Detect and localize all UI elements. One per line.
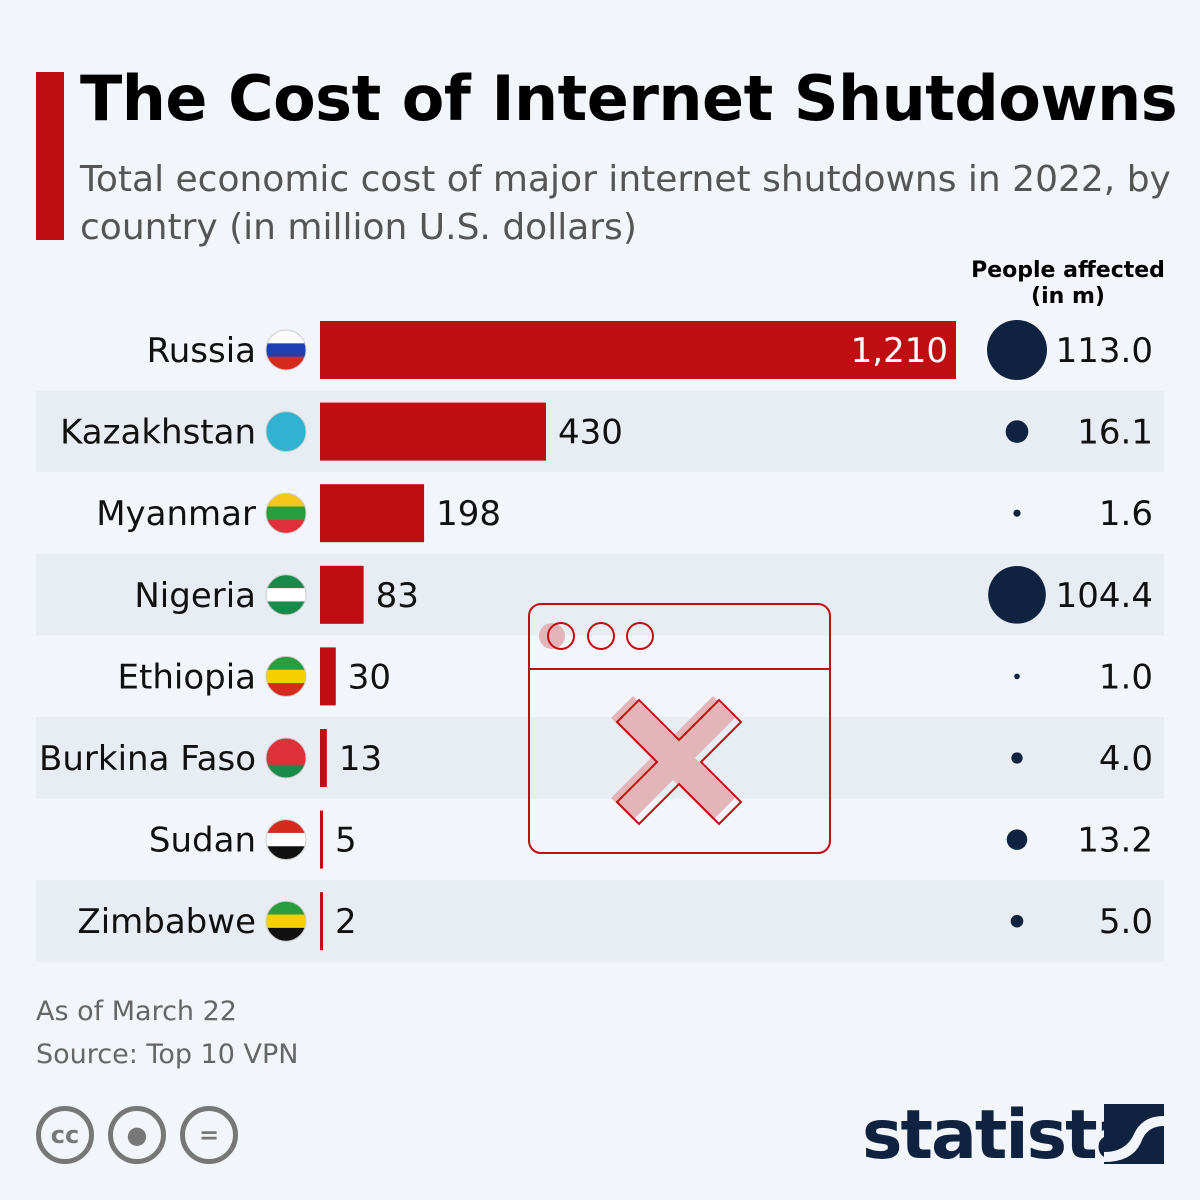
people-bubble	[1013, 509, 1021, 517]
browser-dot	[547, 622, 575, 650]
browser-dot	[626, 622, 654, 650]
as-of-note: As of March 22	[36, 996, 237, 1027]
people-bubble	[1005, 420, 1029, 443]
cc-icon[interactable]: cc	[36, 1106, 94, 1164]
flag-stripe	[266, 588, 306, 603]
flag-stripe	[266, 438, 306, 452]
people-label: 5.0	[1099, 902, 1153, 942]
value-label: 2	[335, 902, 357, 942]
flag-stripe	[266, 914, 306, 929]
x-mark-icon	[615, 698, 743, 826]
statista-logo-icon	[1104, 1104, 1164, 1164]
browser-error-icon	[528, 603, 831, 854]
people-label: 16.1	[1077, 413, 1153, 453]
value-label: 83	[376, 576, 419, 616]
people-bubble	[987, 320, 1047, 380]
title-accent-bar	[36, 72, 64, 240]
bar	[320, 484, 425, 543]
flag-stripe	[266, 764, 306, 778]
flag-stripe	[266, 356, 306, 370]
value-label: 5	[335, 821, 357, 861]
flag-outline	[265, 819, 307, 861]
country-label: Kazakhstan	[60, 413, 256, 453]
flag-stripe	[266, 819, 306, 834]
x-mark-fill	[611, 696, 735, 820]
browser-dot	[587, 622, 615, 650]
flag-stripe	[266, 656, 306, 671]
subtitle: Total economic cost of major internet sh…	[80, 159, 1171, 248]
people-label: 113.0	[1056, 331, 1153, 371]
bar	[320, 729, 327, 787]
country-label: Zimbabwe	[77, 902, 256, 942]
row-shade	[36, 717, 1164, 799]
people-label: 1.0	[1099, 657, 1153, 697]
flag-stripe	[266, 927, 306, 942]
value-label: 13	[339, 739, 382, 779]
people-label: 104.4	[1056, 576, 1153, 616]
country-label: Sudan	[149, 821, 256, 861]
country-label: Nigeria	[134, 576, 256, 616]
row-shade	[36, 880, 1164, 962]
flag-stripe	[266, 601, 306, 615]
source-note: Source: Top 10 VPN	[36, 1039, 299, 1070]
row-shade	[36, 390, 1164, 473]
bar	[320, 810, 323, 869]
page-title: The Cost of Internet Shutdowns	[80, 62, 1178, 135]
value-label: 1,210	[851, 331, 948, 371]
flag-stripe	[266, 493, 306, 508]
value-label: 430	[558, 413, 623, 453]
flag-outline	[265, 492, 307, 534]
browser-dot-shadow	[539, 623, 565, 649]
value-label: 198	[436, 494, 501, 534]
flag-stripe	[266, 330, 306, 345]
flag-outline	[265, 900, 307, 942]
people-label: 13.2	[1077, 821, 1153, 861]
people-bubble	[1010, 914, 1024, 928]
country-label: Burkina Faso	[39, 739, 256, 779]
people-label: 1.6	[1099, 494, 1153, 534]
flag-outline	[265, 411, 307, 453]
country-label: Ethiopia	[118, 657, 256, 697]
flag-stripe	[266, 669, 306, 685]
flag-stripe	[266, 519, 306, 534]
people-label: 4.0	[1099, 739, 1153, 779]
flag-stripe	[266, 506, 306, 521]
country-label: Myanmar	[96, 494, 256, 534]
bar	[320, 321, 956, 379]
people-bubble	[1011, 752, 1023, 764]
bar	[320, 402, 547, 461]
flag-stripe	[266, 738, 306, 753]
flag-stripe	[266, 901, 306, 916]
people-bubble	[1006, 829, 1028, 850]
country-label: Russia	[147, 331, 256, 371]
flag-stripe	[266, 683, 306, 697]
flag-outline	[265, 655, 307, 697]
attribution-icon[interactable]: ●	[108, 1106, 166, 1164]
flag-stripe	[266, 424, 306, 440]
flag-outline	[265, 329, 307, 371]
no-derivatives-icon[interactable]: =	[180, 1106, 238, 1164]
people-bubble	[1014, 673, 1020, 680]
flag-stripe	[266, 832, 306, 848]
flag-stripe	[266, 411, 306, 426]
people-affected-header: People affected (in m)	[971, 258, 1165, 309]
notes: As of March 22 Source: Top 10 VPN	[36, 990, 298, 1076]
flag-stripe	[266, 846, 306, 860]
people-bubble	[988, 565, 1046, 624]
bar	[320, 647, 336, 706]
flag-outline	[265, 574, 307, 616]
row-shade	[36, 553, 1164, 636]
value-label: 30	[348, 657, 391, 697]
bar	[320, 892, 323, 951]
flag-stripe	[266, 751, 306, 766]
statista-logo[interactable]: statista	[862, 1096, 1142, 1175]
flag-outline	[265, 737, 307, 779]
bar	[320, 565, 364, 624]
flag-stripe	[266, 343, 306, 358]
flag-stripe	[266, 574, 306, 590]
